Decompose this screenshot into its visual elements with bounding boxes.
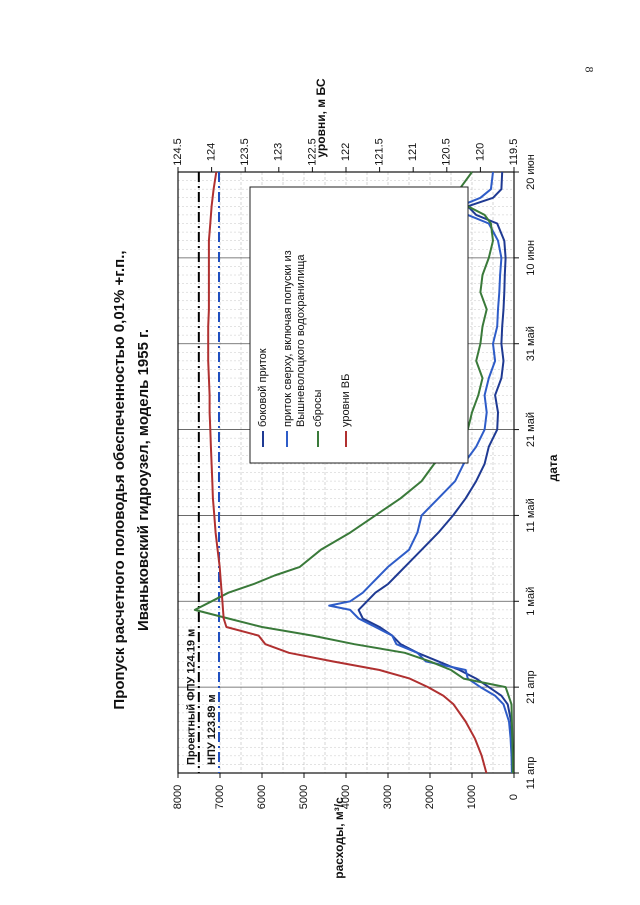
y-tick-label: 0	[508, 794, 520, 800]
y2-tick-label: 123	[273, 143, 285, 161]
x-tick-label: 31 май	[525, 326, 537, 361]
y-tick-label: 6000	[256, 785, 268, 809]
x-tick-label: 21 май	[525, 412, 537, 447]
legend	[249, 186, 469, 464]
y2-tick-label: 123.5	[239, 138, 251, 166]
x-tick-label: 11 май	[525, 498, 537, 532]
y2-tick-label: 120.5	[441, 138, 453, 166]
y-tick-label: 3000	[382, 785, 394, 809]
legend-label: боковой приток	[257, 348, 269, 427]
y-tick-label: 1000	[466, 785, 478, 809]
reference-line-label: НПУ 123.89 м	[206, 694, 218, 765]
series-line	[207, 171, 488, 774]
y2-tick-label: 124.5	[172, 138, 184, 166]
y2-tick-label: 122	[340, 143, 352, 161]
y-tick-label: 2000	[424, 785, 436, 809]
reference-line-label: Проектный ФПУ 124.19 м	[186, 629, 198, 765]
y-tick-label: 5000	[298, 785, 310, 809]
legend-label: приток сверху, включая попуски изВышнево…	[282, 250, 307, 427]
x-axis-label: дата	[546, 454, 560, 481]
y2-tick-label: 124	[206, 143, 218, 161]
y-tick-label: 7000	[214, 785, 226, 809]
x-tick-label: 1 май	[525, 587, 537, 616]
x-tick-label: 11 апр	[525, 757, 537, 790]
y-tick-label: 4000	[340, 785, 352, 809]
x-tick-label: 21 апр	[525, 670, 537, 703]
legend-label: уровни ВБ	[340, 374, 352, 427]
y2-axis-label: уровни, м БС	[314, 78, 328, 158]
legend-label: сбросы	[312, 389, 324, 427]
y2-tick-label: 122.5	[306, 138, 318, 166]
y-tick-label: 8000	[172, 785, 184, 809]
x-tick-label: 20 июн	[525, 154, 537, 190]
series-line	[193, 171, 514, 773]
series-line	[328, 171, 513, 774]
series-line	[357, 171, 514, 773]
y-axis-label: расходы, м³/с	[332, 797, 346, 879]
y2-tick-label: 121	[407, 143, 419, 161]
plot-area: 0 1000 2000 3000 4000 5000 6000 7000 8000 расходы…	[172, 78, 560, 879]
y2-tick-label: 119.5	[508, 139, 520, 166]
chart-title: Пропуск расчетного половодья обеспеченно…	[111, 250, 128, 709]
chart-subtitle: Иваньковский гидроузел, модель 1955 г.	[135, 329, 152, 631]
y2-tick-label: 120	[474, 143, 486, 161]
y2-tick-label: 121.5	[374, 138, 386, 166]
x-tick-label: 10 июн	[525, 240, 537, 276]
